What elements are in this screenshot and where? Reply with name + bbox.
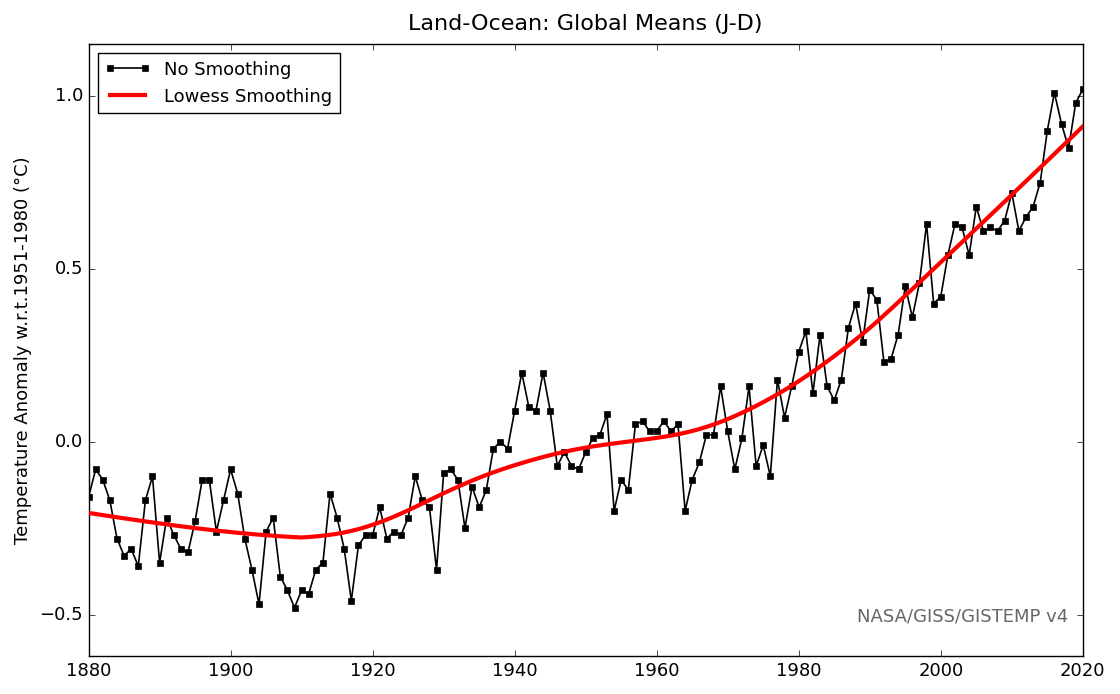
- No Smoothing: [288, 604, 301, 612]
- No Smoothing: [139, 496, 152, 505]
- Legend: No Smoothing, Lowess Smoothing: No Smoothing, Lowess Smoothing: [97, 53, 339, 113]
- Lowess Smoothing: [955, 238, 969, 246]
- Lowess Smoothing: [1034, 164, 1047, 172]
- No Smoothing: [416, 496, 429, 505]
- No Smoothing: [1034, 178, 1047, 187]
- Lowess Smoothing: [295, 533, 308, 541]
- Line: Lowess Smoothing: Lowess Smoothing: [88, 126, 1083, 537]
- Line: No Smoothing: No Smoothing: [85, 86, 1086, 611]
- Y-axis label: Temperature Anomaly w.r.t.1951-1980 (°C): Temperature Anomaly w.r.t.1951-1980 (°C): [15, 156, 32, 544]
- No Smoothing: [88, 465, 102, 473]
- Lowess Smoothing: [416, 500, 429, 508]
- No Smoothing: [934, 292, 948, 301]
- No Smoothing: [82, 493, 95, 501]
- Lowess Smoothing: [82, 509, 95, 517]
- Text: NASA/GISS/GISTEMP v4: NASA/GISS/GISTEMP v4: [857, 607, 1067, 625]
- Title: Land-Ocean: Global Means (J-D): Land-Ocean: Global Means (J-D): [409, 15, 763, 35]
- Lowess Smoothing: [88, 510, 102, 518]
- Lowess Smoothing: [139, 517, 152, 525]
- Lowess Smoothing: [1076, 122, 1090, 130]
- No Smoothing: [955, 223, 969, 232]
- No Smoothing: [1076, 85, 1090, 94]
- Lowess Smoothing: [934, 258, 948, 266]
